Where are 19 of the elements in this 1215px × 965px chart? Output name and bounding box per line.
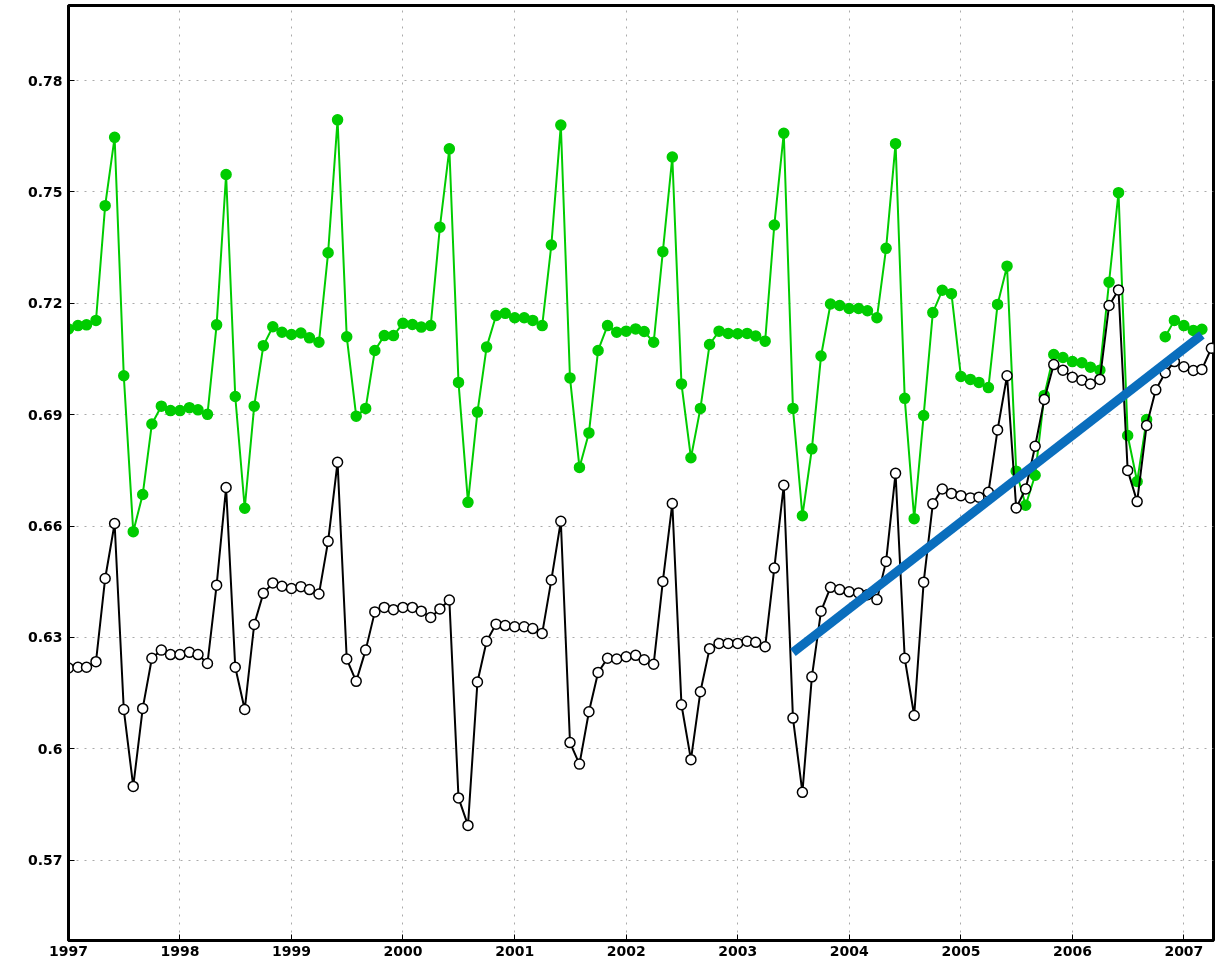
y-tick-label: 0.69 [27,406,63,423]
x-tick-label: 1998 [160,942,200,959]
x-tick-label: 2004 [829,942,869,959]
x-tick-label: 2000 [383,942,423,959]
x-tick-label: 2003 [718,942,758,959]
y-tick-label: 0.63 [27,629,63,646]
y-tick-label: 0.6 [37,740,63,757]
x-tick-label: 1999 [271,942,311,959]
x-tick-label: 2006 [1052,942,1092,959]
y-tick-label: 0.75 [27,183,63,200]
x-tick-label: 2001 [495,942,535,959]
y-tick-label: 0.66 [27,518,63,535]
x-tick-label: 2007 [1164,942,1204,959]
x-tick-label: 1997 [49,942,88,959]
x-tick-label: 2005 [941,942,981,959]
x-tick-label: 2002 [606,942,646,959]
y-tick-label: 0.78 [27,72,63,89]
y-tick-label: 0.72 [27,295,63,312]
y-tick-label: 0.57 [27,852,63,869]
